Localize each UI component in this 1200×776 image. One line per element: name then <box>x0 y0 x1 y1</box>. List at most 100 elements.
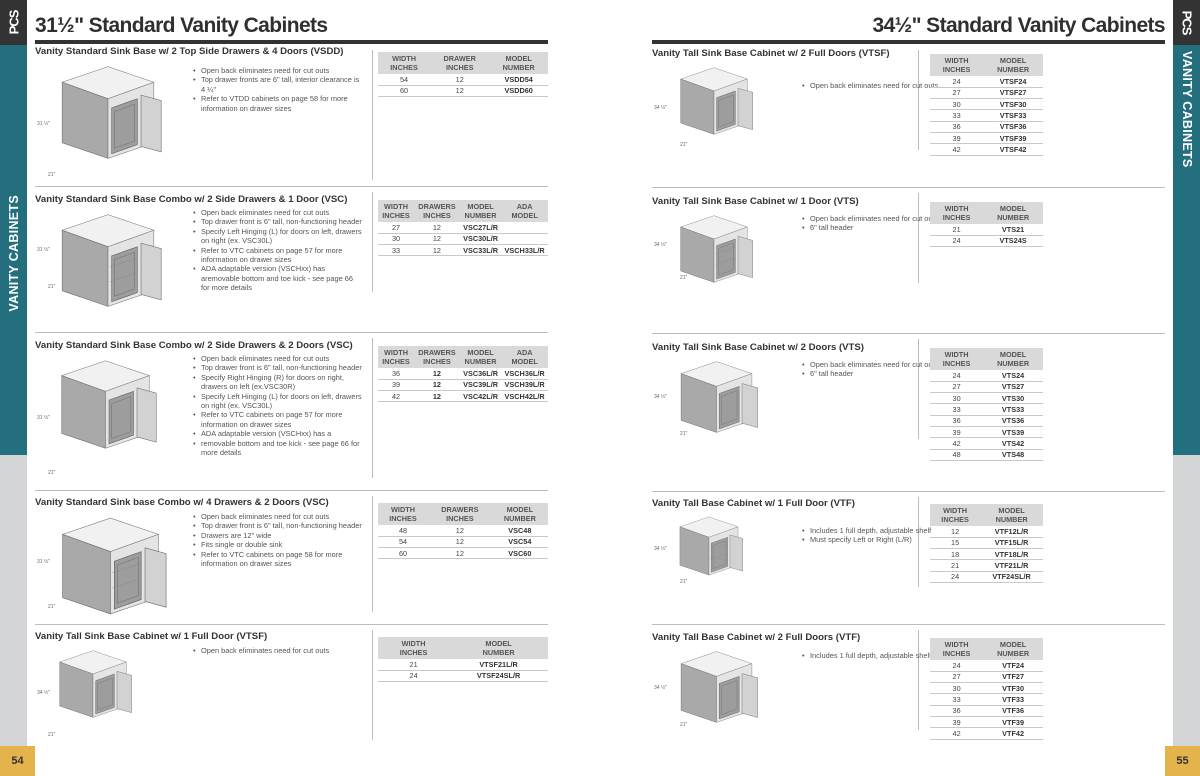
table-cell: 12 <box>930 526 981 538</box>
table-row: 42 VTSF42 <box>930 143 1043 156</box>
table-cell: VTF33 <box>983 693 1043 706</box>
table-row: 24 VTS24S <box>930 235 1043 248</box>
feature-item: Open back eliminates need for cut outs <box>802 360 972 370</box>
table-cell: 27 <box>930 87 984 100</box>
height-dimension: 34 ½" <box>654 242 667 248</box>
table-row: 33 12 VSC33L/R VSCH33L/R <box>378 244 548 257</box>
depth-dimension: 21" <box>48 604 56 610</box>
table-cell: 36 <box>930 705 984 717</box>
table-row: 24 VTS24 <box>930 370 1043 382</box>
table-row: 30 12 VSC30L/R <box>378 233 548 246</box>
product-image <box>674 64 754 143</box>
table-cell: VTS39 <box>983 426 1043 439</box>
section-title: Vanity Tall Sink Base Cabinet w/ 2 Full … <box>652 48 890 59</box>
table-cell: VTSF24SL/R <box>449 670 548 683</box>
column-header: MODEL NUMBER <box>983 348 1043 370</box>
table-row: 12 VTF12L/R <box>930 526 1043 538</box>
table-row: 33 VTF33 <box>930 693 1043 706</box>
spec-table: WIDTH INCHES MODEL NUMBER 21 VTS21 24 VTS24S <box>930 202 1043 248</box>
depth-dimension: 21" <box>680 722 688 728</box>
feature-list: Open back eliminates need for cut outsTo… <box>193 66 363 113</box>
table-cell: 30 <box>378 233 415 246</box>
table-row: 27 VTSF27 <box>930 87 1043 100</box>
title-rule <box>652 40 1165 44</box>
cabinet-illustration <box>61 66 162 159</box>
section-tab: VANITY CABINETS <box>1173 45 1200 455</box>
feature-item: Specify Left Hinging (L) for doors on le… <box>193 392 363 411</box>
table-cell: 48 <box>378 525 429 537</box>
table-header-row: WIDTH INCHES DRAWERS INCHES MODEL NUMBER AD… <box>378 346 548 368</box>
table-cell: 42 <box>930 437 984 450</box>
column-header: DRAWERS INCHES <box>428 503 492 525</box>
table-cell: VSDD54 <box>489 74 548 86</box>
table-cell: 24 <box>930 370 984 382</box>
section-divider <box>652 187 1165 188</box>
table-cell: 54 <box>378 536 429 549</box>
spec-table: WIDTH INCHES DRAWER INCHES MODEL NUMBER 54 1… <box>378 52 548 98</box>
table-row: 27 12 VSC27L/R <box>378 222 548 234</box>
height-dimension: 34 ½" <box>654 546 667 552</box>
table-cell: 36 <box>378 368 415 380</box>
feature-item: Open back eliminates need for cut outs <box>193 66 363 76</box>
depth-dimension: 21" <box>48 172 56 178</box>
feature-list: Open back eliminates need for cut outsTo… <box>193 208 363 293</box>
table-row: 42 VTF42 <box>930 727 1043 740</box>
table-cell: VSCH39L/R <box>501 379 548 392</box>
section-title: Vanity Tall Base Cabinet w/ 2 Full Doors… <box>652 632 861 643</box>
column-header: ADA MODEL <box>501 200 548 222</box>
spec-table: WIDTH INCHES MODEL NUMBER 24 VTSF24 27 VTSF27… <box>930 54 1043 156</box>
table-cell: 30 <box>930 392 984 405</box>
column-header: WIDTH INCHES <box>378 346 415 368</box>
feature-item: Top drawer front is 6" tall, non-functio… <box>193 217 363 227</box>
table-header-row: WIDTH INCHES DRAWER INCHES MODEL NUMBER <box>378 52 548 74</box>
table-row: 39 VTSF39 <box>930 132 1043 145</box>
feature-item: Open back eliminates need for cut outs <box>193 512 363 522</box>
pcs-logo: PCS <box>1173 0 1200 45</box>
table-row: 30 VTSF30 <box>930 98 1043 111</box>
column-divider <box>918 630 919 730</box>
feature-item: Refer to VTC cabinets on page 58 for mor… <box>193 550 363 569</box>
table-header-row: WIDTH INCHES MODEL NUMBER <box>930 202 1043 224</box>
feature-list: Open back eliminates need for cut outs <box>802 81 972 91</box>
feature-item: Specify Left Hinging (L) for doors on le… <box>193 227 363 246</box>
table-row: 39 VTF39 <box>930 716 1043 729</box>
cabinet-illustration <box>680 67 753 135</box>
table-row: 24 VTF24SL/R <box>930 571 1043 583</box>
table-cell: 48 <box>930 449 984 461</box>
table-cell: VTF27 <box>983 671 1043 684</box>
table-row: 15 VTF15L/R <box>930 537 1043 550</box>
feature-item: ADA adaptable version (VSCHxx) has a <box>193 429 363 439</box>
height-dimension: 34 ½" <box>654 685 667 691</box>
table-cell: 30 <box>930 682 984 695</box>
table-cell: VSC42L/R <box>459 390 502 403</box>
column-header: MODEL NUMBER <box>983 54 1043 76</box>
depth-dimension: 21" <box>48 284 56 290</box>
feature-item: Top drawer front is 6" tall, non-functio… <box>193 521 363 531</box>
product-image <box>53 513 168 624</box>
right-sidebar: PCS VANITY CABINETS <box>1173 0 1200 776</box>
feature-item: Drawers are 12" wide <box>193 531 363 541</box>
feature-item: Open back eliminates need for cut outs <box>193 208 363 218</box>
table-cell: VSC36L/R <box>459 368 502 380</box>
table-cell <box>501 222 548 234</box>
spec-table: WIDTH INCHES MODEL NUMBER 12 VTF12L/R 15 VTF1… <box>930 504 1043 583</box>
table-row: 42 12 VSC42L/R VSCH42L/R <box>378 390 548 403</box>
table-row: 27 VTF27 <box>930 671 1043 684</box>
table-cell: 12 <box>414 379 460 392</box>
table-cell: VTF18L/R <box>980 548 1043 561</box>
feature-item: Fits single or double sink <box>193 540 363 550</box>
table-cell: 36 <box>930 121 984 133</box>
feature-list: Open back eliminates need for cut outs6"… <box>802 360 972 379</box>
feature-list: Includes 1 full depth, adjustable shelfM… <box>802 526 972 545</box>
cabinet-illustration <box>61 517 167 615</box>
feature-item: Top drawer front is 6" tall, non-functio… <box>193 363 363 373</box>
table-cell: VTSF30 <box>983 98 1043 111</box>
table-cell: 15 <box>930 537 981 550</box>
table-cell: VSCH33L/R <box>501 244 548 257</box>
table-cell: VSC39L/R <box>459 379 502 392</box>
page-title: 31½" Standard Vanity Cabinets <box>35 14 328 37</box>
height-dimension: 34 ½" <box>37 690 50 696</box>
feature-item: Specify Right Hinging (R) for doors on r… <box>193 373 363 392</box>
table-row: 24 VTF24 <box>930 660 1043 672</box>
table-cell: VTS30 <box>983 392 1043 405</box>
